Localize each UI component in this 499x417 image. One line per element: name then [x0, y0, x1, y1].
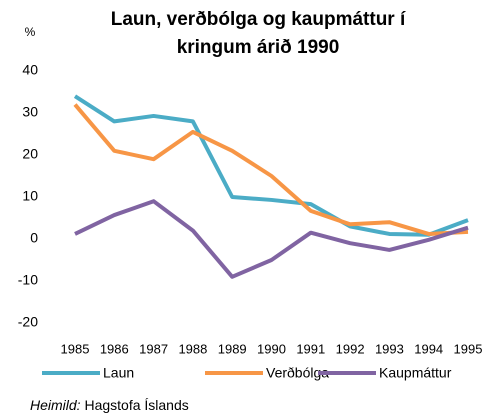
x-tick-label: 1993: [375, 341, 404, 356]
y-tick-label: 20: [22, 146, 38, 162]
x-tick-label: 1990: [257, 341, 286, 356]
x-tick-label: 1994: [414, 341, 443, 356]
legend-label: Kaupmáttur: [379, 365, 452, 381]
source-label: Heimild:: [30, 397, 81, 413]
chart-title: kringum árið 1990: [177, 37, 340, 58]
legend-label: Verðbólga: [266, 365, 329, 381]
y-tick-label: -10: [18, 272, 38, 288]
source-text: Hagstofa Íslands: [84, 397, 188, 413]
x-tick-label: 1991: [296, 341, 325, 356]
line-series: [73, 103, 469, 236]
legend-label: Laun: [103, 365, 134, 381]
line-series: [73, 94, 469, 237]
x-tick-label: 1992: [336, 341, 365, 356]
y-tick-label: 0: [30, 230, 38, 246]
x-tick-label: 1987: [139, 341, 168, 356]
x-tick-label: 1985: [61, 341, 90, 356]
x-tick-label: 1989: [218, 341, 247, 356]
source: Heimild: Hagstofa Íslands: [30, 397, 189, 413]
y-axis-label: %: [25, 25, 36, 39]
x-tick-label: 1986: [100, 341, 129, 356]
line-series: [74, 199, 469, 279]
x-tick-label: 1988: [178, 341, 207, 356]
y-tick-label: 40: [22, 62, 38, 78]
x-tick-label: 1995: [454, 341, 483, 356]
chart-title: Laun, verðbólga og kaupmáttur í: [111, 9, 406, 30]
y-tick-label: 10: [22, 188, 38, 204]
y-tick-label: -20: [18, 314, 38, 330]
y-tick-label: 30: [22, 104, 38, 120]
